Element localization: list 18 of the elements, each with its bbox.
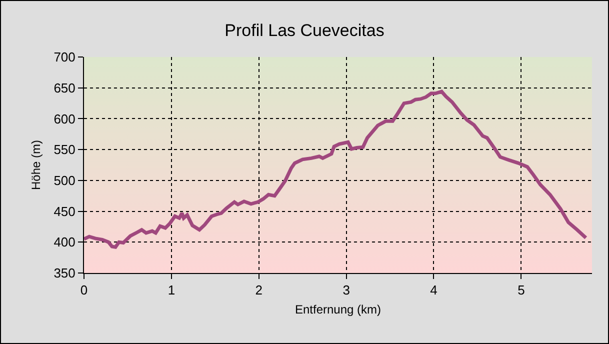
y-axis-title: Höhe (m) (28, 140, 43, 190)
y-tick-label: 700 (54, 50, 76, 65)
y-tick-label: 450 (54, 204, 76, 219)
x-axis-title: Entfernung (km) (294, 302, 382, 316)
y-tick-label: 550 (54, 142, 76, 158)
line-series (84, 90, 588, 249)
x-tick-label: 0 (80, 282, 88, 298)
y-tick-label: 650 (54, 80, 76, 96)
y-tick-label: 400 (54, 234, 76, 250)
x-tick-label: 1 (168, 282, 176, 298)
x-tick-label: 2 (255, 282, 262, 298)
x-tick-label: 5 (518, 282, 525, 298)
y-tick-label: 500 (54, 172, 76, 188)
chart-title: Profil Las Cuevecitas (224, 21, 384, 40)
y-tick-label: 350 (54, 266, 76, 281)
x-tick-label: 4 (430, 282, 438, 298)
x-tick-label: 3 (342, 282, 350, 298)
y-tick-label: 600 (54, 111, 76, 126)
